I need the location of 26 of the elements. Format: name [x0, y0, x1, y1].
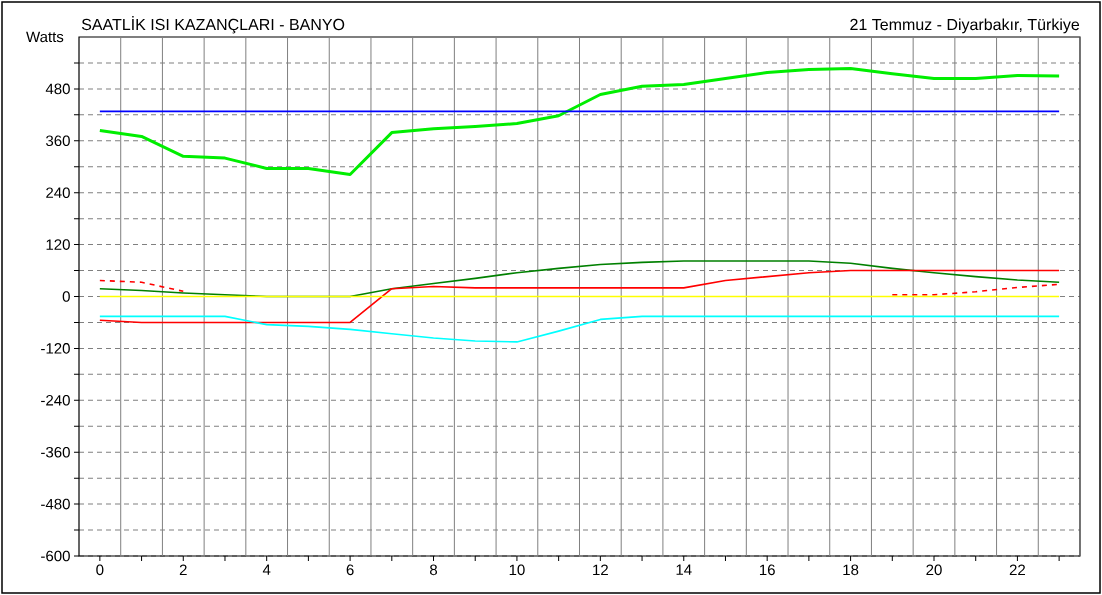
chart-subtitle: 21 Temmuz - Diyarbakır, Türkiye [850, 18, 1080, 34]
x-tick-label: 0 [96, 564, 104, 576]
chart-title: SAATLİK ISI KAZANÇLARI - BANYO [81, 16, 345, 34]
y-tick-label: 120 [46, 239, 70, 250]
x-tick-label: 8 [430, 564, 438, 576]
line-series [98, 67, 1061, 177]
y-tick-label: -120 [41, 343, 70, 354]
y-tick-label: -480 [41, 498, 70, 510]
x-tick-label: 4 [262, 564, 271, 575]
x-tick-label: 2 [179, 564, 187, 576]
y-tick-label: -600 [41, 550, 70, 562]
x-tick-label: 16 [759, 564, 775, 576]
x-tick-label: 22 [1009, 564, 1025, 576]
y-tick-label: 240 [46, 187, 70, 199]
y-tick-label: 480 [45, 83, 70, 95]
y-tick-label: 0 [62, 291, 70, 302]
x-tick-label: 20 [926, 564, 942, 576]
y-axis-title: Watts [26, 31, 64, 43]
x-tick-label: 14 [676, 564, 692, 575]
x-tick-label: 18 [843, 564, 859, 576]
y-tick-label: -240 [41, 394, 70, 406]
x-tick-label: 10 [509, 564, 525, 576]
x-tick-label: 12 [593, 564, 608, 576]
x-tick-label: 6 [346, 564, 354, 576]
y-tick-label: -360 [41, 446, 70, 458]
y-tick-label: 360 [46, 135, 70, 147]
